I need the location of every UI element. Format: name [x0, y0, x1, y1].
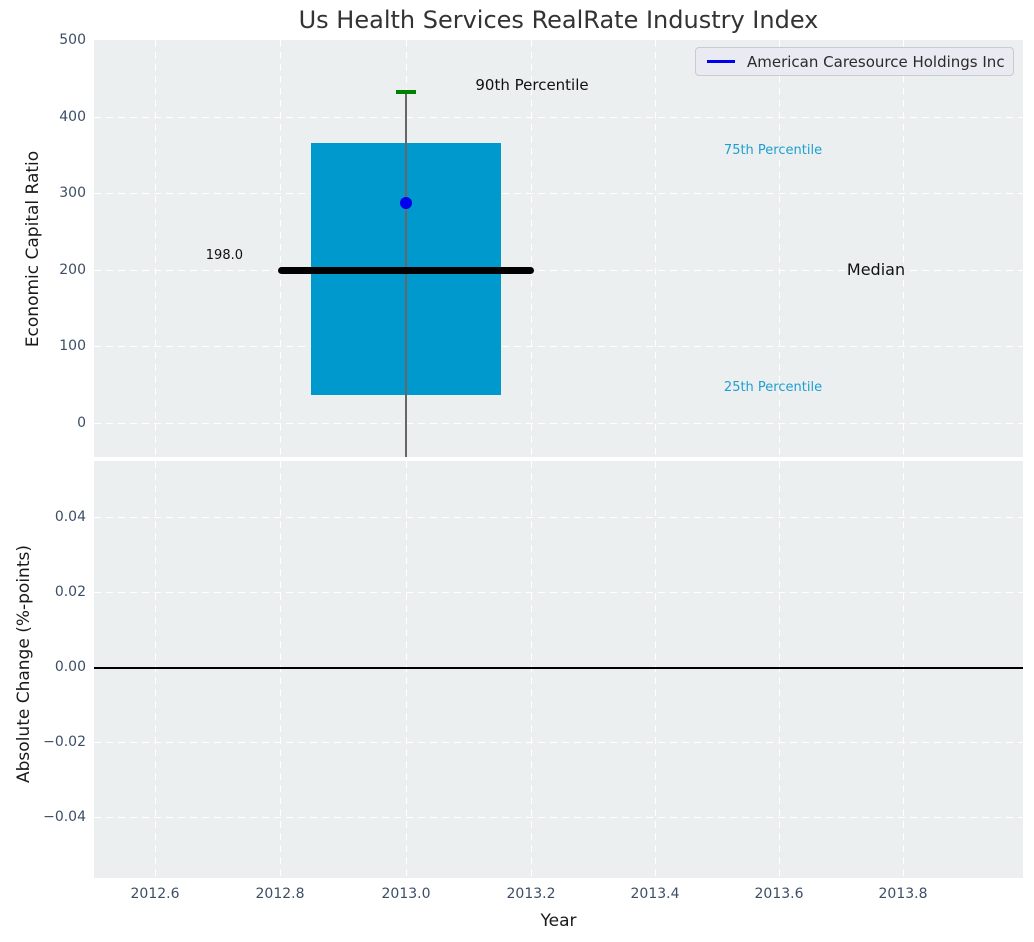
ytick-label: −0.04	[43, 809, 86, 825]
xtick-label: 2013.4	[630, 886, 680, 902]
xtick-label: 2012.8	[255, 886, 305, 902]
annotation-median-value: 198.0	[205, 248, 243, 263]
ytick-label: −0.02	[43, 734, 86, 750]
xtick-label: 2013.8	[878, 886, 928, 902]
gridline-v	[531, 40, 532, 457]
top-yaxis-label: Economic Capital Ratio	[23, 150, 43, 348]
gridline-v	[280, 461, 281, 878]
annotation-median-label: Median	[846, 260, 906, 279]
p90-cap-mark	[396, 90, 416, 94]
legend-line-swatch	[707, 60, 735, 63]
gridline-v	[655, 40, 656, 457]
xtick-label: 2012.6	[130, 886, 180, 902]
gridline-h	[94, 193, 1023, 194]
gridline-v	[155, 461, 156, 878]
zero-reference-line	[94, 667, 1023, 669]
gridline-v	[531, 461, 532, 878]
gridline-h	[94, 117, 1023, 118]
gridline-v	[655, 461, 656, 878]
annotation-25th-percentile: 25th Percentile	[723, 380, 823, 395]
xtick-label: 2013.6	[754, 886, 804, 902]
gridline-h	[94, 423, 1023, 424]
bottom-yaxis-label: Absolute Change (%-points)	[14, 545, 34, 783]
ytick-label: 100	[59, 338, 86, 354]
ytick-label: 0.02	[54, 584, 86, 600]
ytick-label: 400	[59, 109, 86, 125]
ytick-label: 300	[59, 185, 86, 201]
top-plot-area: 90th Percentile 198.0 75th Percentile Me…	[94, 40, 1023, 457]
gridline-h	[94, 517, 1023, 518]
gridline-v	[280, 40, 281, 457]
ytick-label: 0.04	[54, 509, 86, 525]
legend: American Caresource Holdings Inc	[695, 47, 1014, 76]
bottom-plot-area	[94, 461, 1023, 878]
annotation-75th-percentile: 75th Percentile	[723, 143, 823, 158]
gridline-v	[779, 461, 780, 878]
median-line	[278, 267, 534, 274]
ytick-label: 200	[59, 262, 86, 278]
ytick-label: 0	[77, 415, 86, 431]
xtick-label: 2013.2	[506, 886, 556, 902]
xaxis-label: Year	[540, 911, 577, 931]
percentile-whisker-line	[405, 92, 407, 457]
gridline-h	[94, 817, 1023, 818]
series-data-point	[400, 197, 412, 209]
gridline-v	[903, 461, 904, 878]
gridline-h	[94, 742, 1023, 743]
gridline-h	[94, 346, 1023, 347]
chart-title: Us Health Services RealRate Industry Ind…	[298, 6, 819, 34]
ytick-label: 0.00	[54, 659, 86, 675]
gridline-v	[406, 461, 407, 878]
gridline-h	[94, 592, 1023, 593]
annotation-90th-percentile: 90th Percentile	[475, 76, 589, 94]
gridline-h	[94, 270, 1023, 271]
gridline-v	[903, 40, 904, 457]
ytick-label: 500	[59, 32, 86, 48]
gridline-v	[155, 40, 156, 457]
gridline-v	[779, 40, 780, 457]
xtick-label: 2013.0	[381, 886, 431, 902]
legend-label: American Caresource Holdings Inc	[747, 52, 1005, 71]
